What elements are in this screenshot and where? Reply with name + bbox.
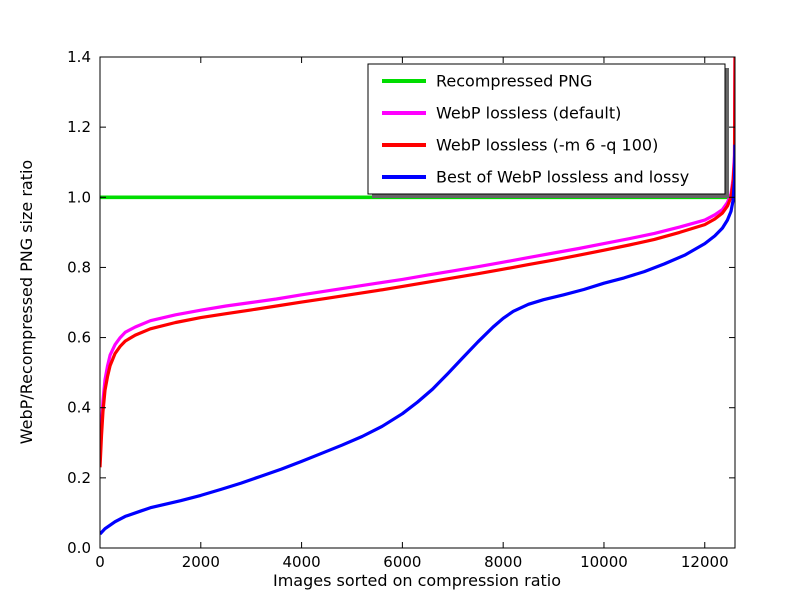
y-tick-label: 0.4 xyxy=(67,399,91,417)
axes-group: 0 2000 4000 6000 8000 10000 12000 0.0 0.2 0.4 0.6 0… xyxy=(67,48,736,571)
x-axis-label: Images sorted on compression ratio xyxy=(273,571,561,590)
y-tick-label: 1.4 xyxy=(67,48,91,66)
x-tick-label: 4000 xyxy=(282,553,320,571)
y-tick-label: 0.0 xyxy=(67,539,91,557)
legend-entry-label: Recompressed PNG xyxy=(436,72,592,91)
legend-entry-label: Best of WebP lossless and lossy xyxy=(436,168,689,187)
series-line xyxy=(100,57,735,468)
series-line xyxy=(100,57,735,461)
x-tick-label: 6000 xyxy=(383,553,421,571)
y-axis-label: WebP/Recompressed PNG size ratio xyxy=(17,160,36,444)
x-tick-label: 12000 xyxy=(681,553,729,571)
plot-frame xyxy=(99,56,736,549)
legend-entry-label: WebP lossless (default) xyxy=(436,104,621,123)
y-tick-label: 1.2 xyxy=(67,118,91,136)
legend-box xyxy=(367,63,726,195)
x-tick-label: 2000 xyxy=(182,553,220,571)
x-tick-label: 10000 xyxy=(580,553,628,571)
y-tick-label: 0.8 xyxy=(67,258,91,276)
series-line xyxy=(100,144,735,536)
legend-entry-label: WebP lossless (-m 6 -q 100) xyxy=(436,136,658,155)
y-tick-label: 0.6 xyxy=(67,329,91,347)
y-tick-label: 0.2 xyxy=(67,469,91,487)
x-tick-label: 8000 xyxy=(484,553,522,571)
y-tick-label: 1.0 xyxy=(67,188,91,206)
x-tick-label: 0 xyxy=(95,553,105,571)
legend: Recompressed PNG WebP lossless (default) W… xyxy=(367,63,729,198)
